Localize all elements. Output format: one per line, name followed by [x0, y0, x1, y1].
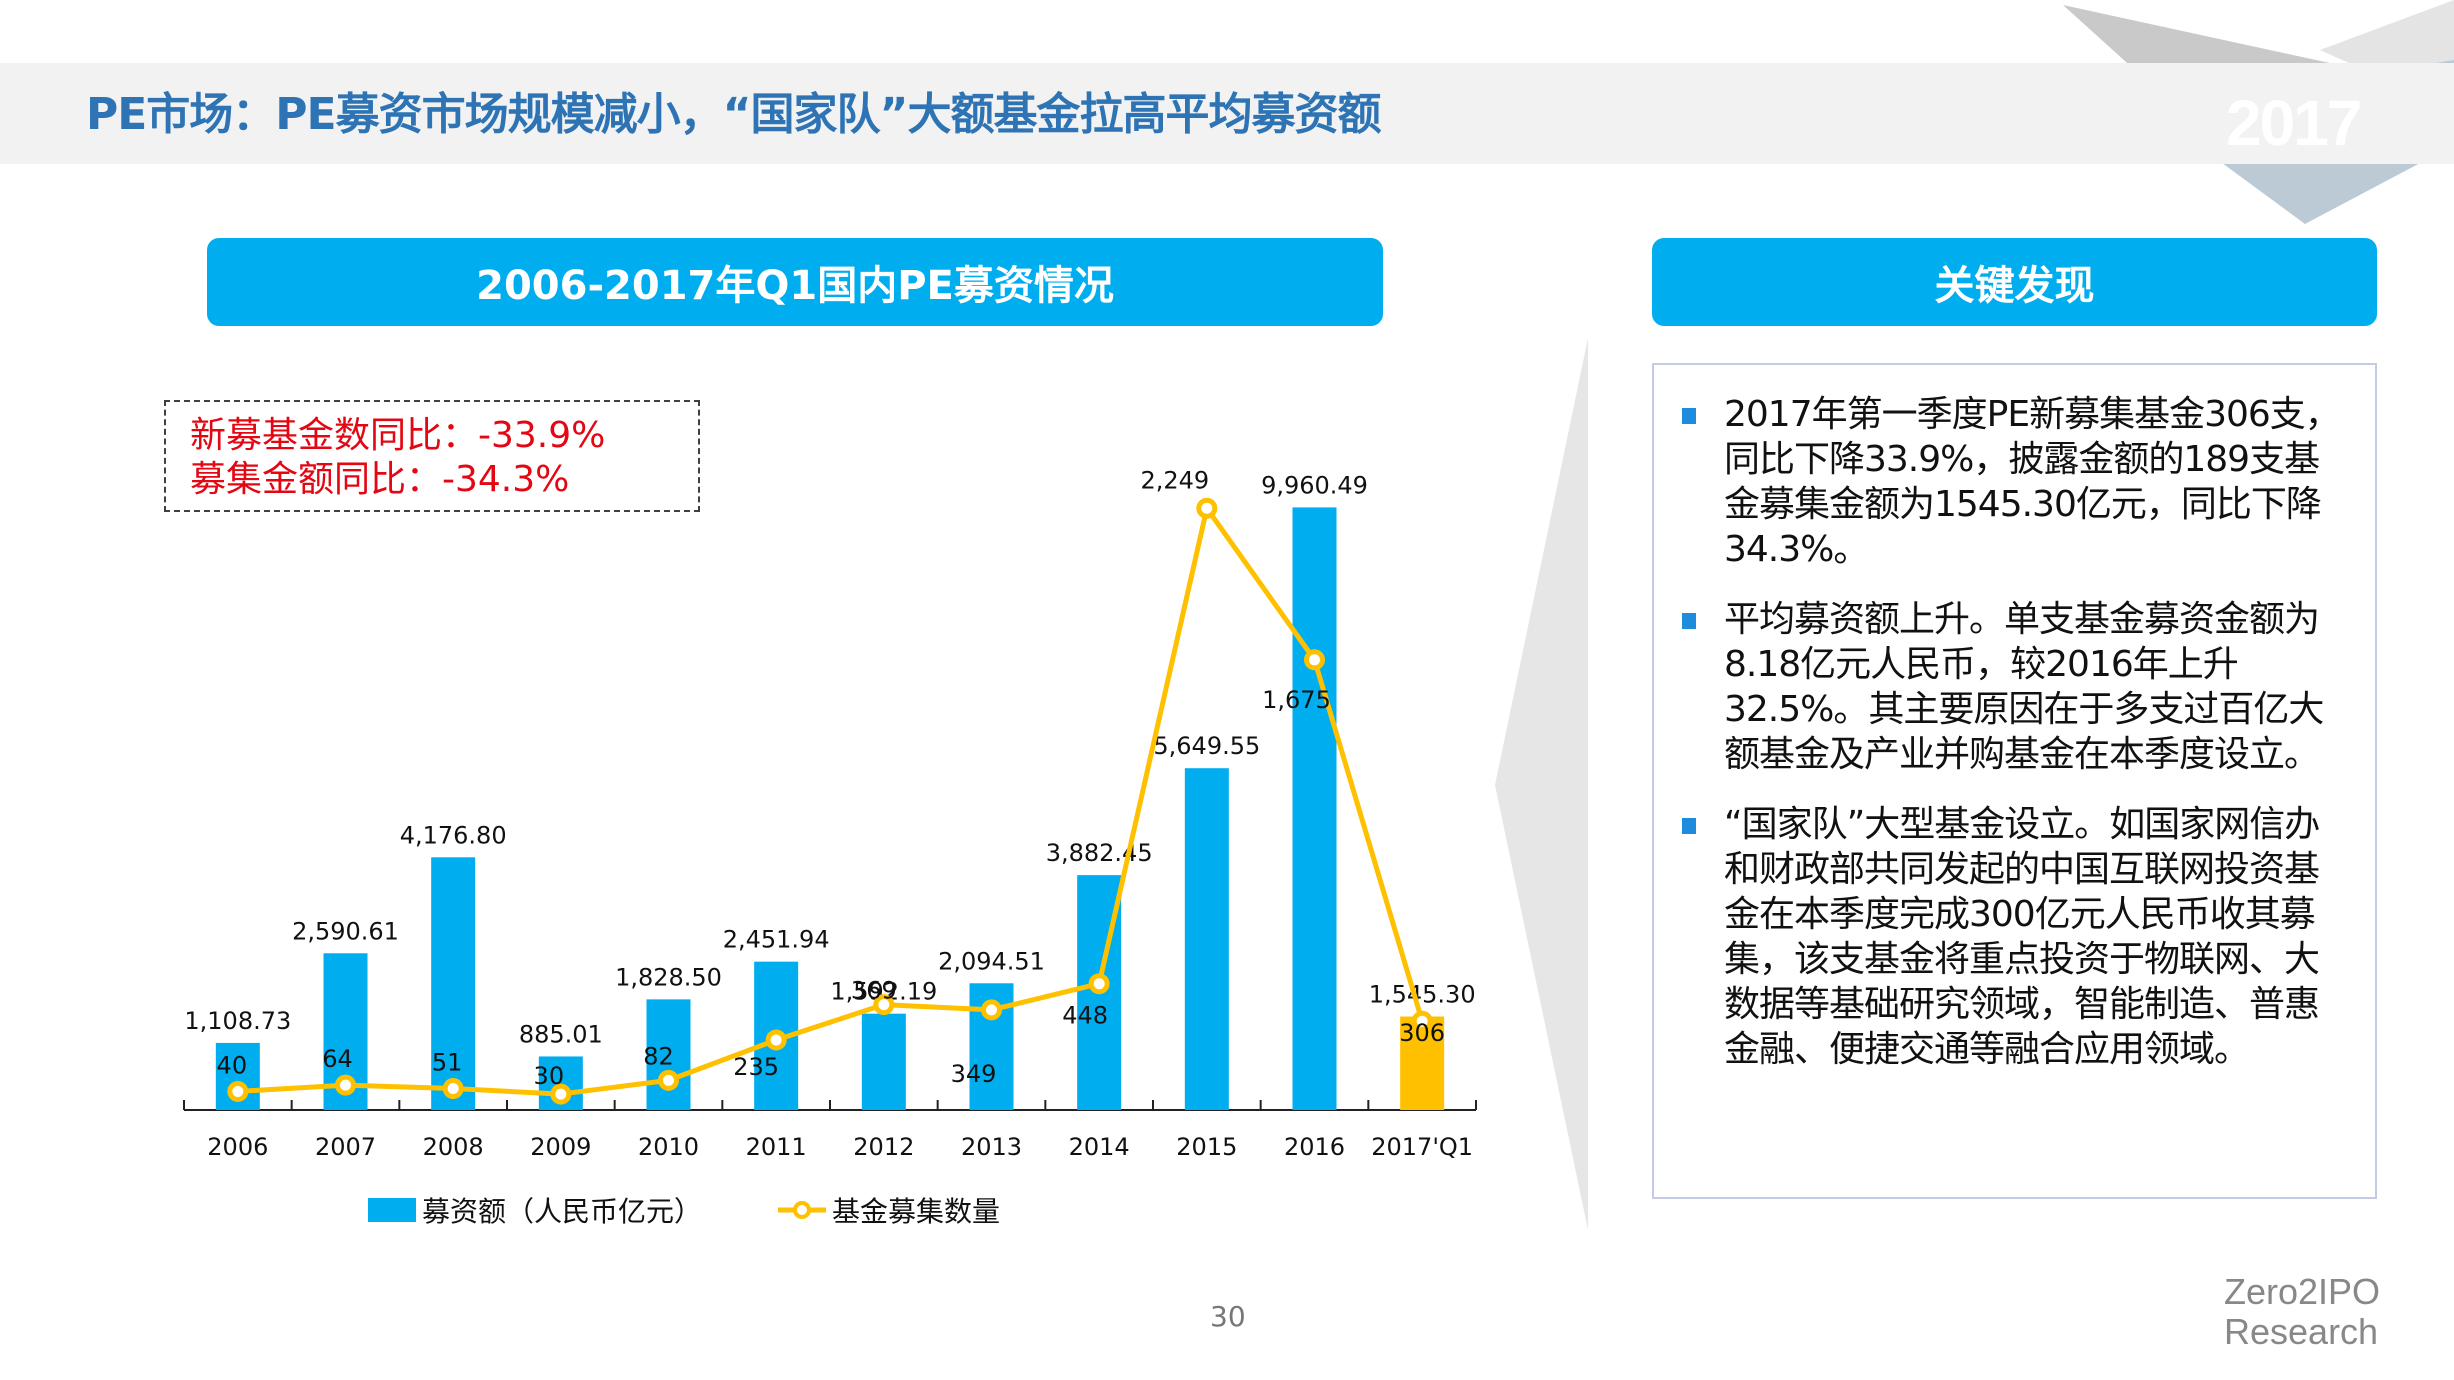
x-tick-label: 2009	[530, 1133, 591, 1161]
divider-arrow-shape	[1495, 338, 1588, 1230]
square-bullet-icon	[1682, 818, 1696, 834]
line-point-marker	[1304, 649, 1325, 671]
legend-label-line: 基金募集数量	[832, 1195, 1000, 1228]
bar-value-label: 3,882.45	[1046, 839, 1153, 867]
findings-box: 2017年第一季度PE新募集基金306支，同比下降33.9%，披露金额的189支…	[1652, 363, 2377, 1199]
logo-line-1: Zero2IPO	[2224, 1271, 2381, 1312]
line-value-label: 64	[322, 1045, 353, 1073]
line-point-marker	[658, 1069, 679, 1091]
x-tick-label: 2017'Q1	[1371, 1133, 1473, 1161]
line-point-marker	[335, 1074, 356, 1096]
year-badge: 2017	[2226, 87, 2362, 159]
bar-fundraising-amount	[646, 999, 691, 1110]
page-title: PE市场：PE募资市场规模减小，“国家队”大额基金拉高平均募资额	[86, 89, 1381, 140]
line-value-label: 1,675	[1262, 686, 1331, 714]
bar-value-label: 1,108.73	[184, 1007, 291, 1035]
yoy-callout-box: 新募基金数同比：-33.9% 募集金额同比：-34.3%	[164, 400, 700, 512]
finding-text: “国家队”大型基金设立。如国家网信办和财政部共同发起的中国互联网投资基金在本季度…	[1724, 804, 2320, 1070]
line-point-marker	[442, 1078, 464, 1100]
line-point-marker	[873, 994, 895, 1016]
line-value-label: 235	[733, 1053, 779, 1081]
x-tick-label: 2006	[207, 1133, 268, 1161]
line-point-marker	[1411, 1010, 1433, 1032]
bar-fundraising-amount	[1292, 507, 1337, 1110]
callout-amount-yoy: 募集金额同比：-34.3%	[190, 459, 570, 500]
x-tick-label: 2015	[1176, 1133, 1237, 1161]
bar-value-label: 9,960.49	[1261, 471, 1368, 499]
logo-line-2: Research	[2224, 1311, 2379, 1352]
line-point-marker	[1196, 497, 1218, 519]
line-value-label: 306	[1399, 1019, 1445, 1047]
findings-panel-header: 关键发现	[1652, 238, 2377, 326]
line-value-label: 40	[217, 1051, 248, 1079]
bar-fundraising-amount	[1184, 768, 1229, 1110]
callout-fund-count-yoy: 新募基金数同比：-33.9%	[190, 415, 606, 456]
finding-item: 2017年第一季度PE新募集基金306支，同比下降33.9%，披露金额的189支…	[1682, 392, 2352, 572]
bar-fundraising-amount	[1400, 1016, 1445, 1110]
x-tick-label: 2008	[423, 1133, 484, 1161]
x-tick-label: 2013	[961, 1133, 1022, 1161]
line-fund-count	[237, 505, 1425, 1097]
line-value-label: 2,249	[1140, 466, 1209, 494]
bar-fundraising-amount	[861, 1013, 906, 1110]
line-value-label: 82	[643, 1042, 674, 1070]
x-tick-label: 2007	[315, 1133, 376, 1161]
bar-fundraising-amount	[431, 857, 476, 1110]
chart-panel-title: 2006-2017年Q1国内PE募资情况	[476, 263, 1114, 309]
finding-text: 平均募资额上升。单支基金募资金额为8.18亿元人民币，较2016年上升32.5%…	[1724, 599, 2324, 775]
line-point-marker	[1088, 973, 1110, 995]
bar-value-label: 885.01	[519, 1020, 603, 1048]
line-value-label: 30	[534, 1062, 565, 1090]
line-value-label: 51	[432, 1049, 463, 1077]
finding-text: 2017年第一季度PE新募集基金306支，同比下降33.9%，披露金额的189支…	[1724, 394, 2341, 570]
line-value-label: 369	[851, 977, 897, 1005]
x-tick-label: 2014	[1069, 1133, 1130, 1161]
bar-value-label: 2,451.94	[723, 926, 830, 954]
line-point-marker	[765, 1029, 787, 1051]
bar-value-label: 2,094.51	[938, 947, 1045, 975]
legend-bar-swatch	[368, 1198, 416, 1222]
bar-value-label: 1,545.30	[1369, 981, 1476, 1009]
finding-item: 平均募资额上升。单支基金募资金额为8.18亿元人民币，较2016年上升32.5%…	[1682, 597, 2352, 777]
finding-item: “国家队”大型基金设立。如国家网信办和财政部共同发起的中国互联网投资基金在本季度…	[1682, 802, 2352, 1072]
fundraising-chart: 1,108.73 2006 2,590.61 2007 4,176.80 2008 885.…	[183, 466, 1477, 1228]
line-point-marker	[550, 1083, 572, 1105]
line-point-marker	[227, 1080, 249, 1102]
x-tick-label: 2011	[746, 1133, 807, 1161]
bar-value-label: 1,828.50	[615, 963, 722, 991]
findings-panel-title: 关键发现	[1934, 263, 2095, 309]
line-value-label: 349	[951, 1060, 997, 1088]
title-band	[0, 63, 2454, 164]
bar-value-label: 5,649.55	[1153, 732, 1260, 760]
legend-label-bar: 募资额（人民币亿元）	[422, 1195, 702, 1228]
brand-logo: Zero2IPO Research	[2224, 1272, 2380, 1352]
line-value-label: 448	[1062, 1002, 1108, 1030]
chart-panel-header: 2006-2017年Q1国内PE募资情况	[207, 238, 1383, 326]
x-tick-label: 2012	[853, 1133, 914, 1161]
legend-line-marker	[793, 1201, 811, 1219]
x-tick-label: 2016	[1284, 1133, 1345, 1161]
square-bullet-icon	[1682, 613, 1696, 629]
bar-value-label: 4,176.80	[400, 821, 507, 849]
square-bullet-icon	[1682, 408, 1696, 424]
bar-value-label: 2,590.61	[292, 917, 399, 945]
line-point-marker	[981, 999, 1002, 1021]
x-tick-label: 2010	[638, 1133, 699, 1161]
page-number: 30	[1210, 1300, 1246, 1333]
